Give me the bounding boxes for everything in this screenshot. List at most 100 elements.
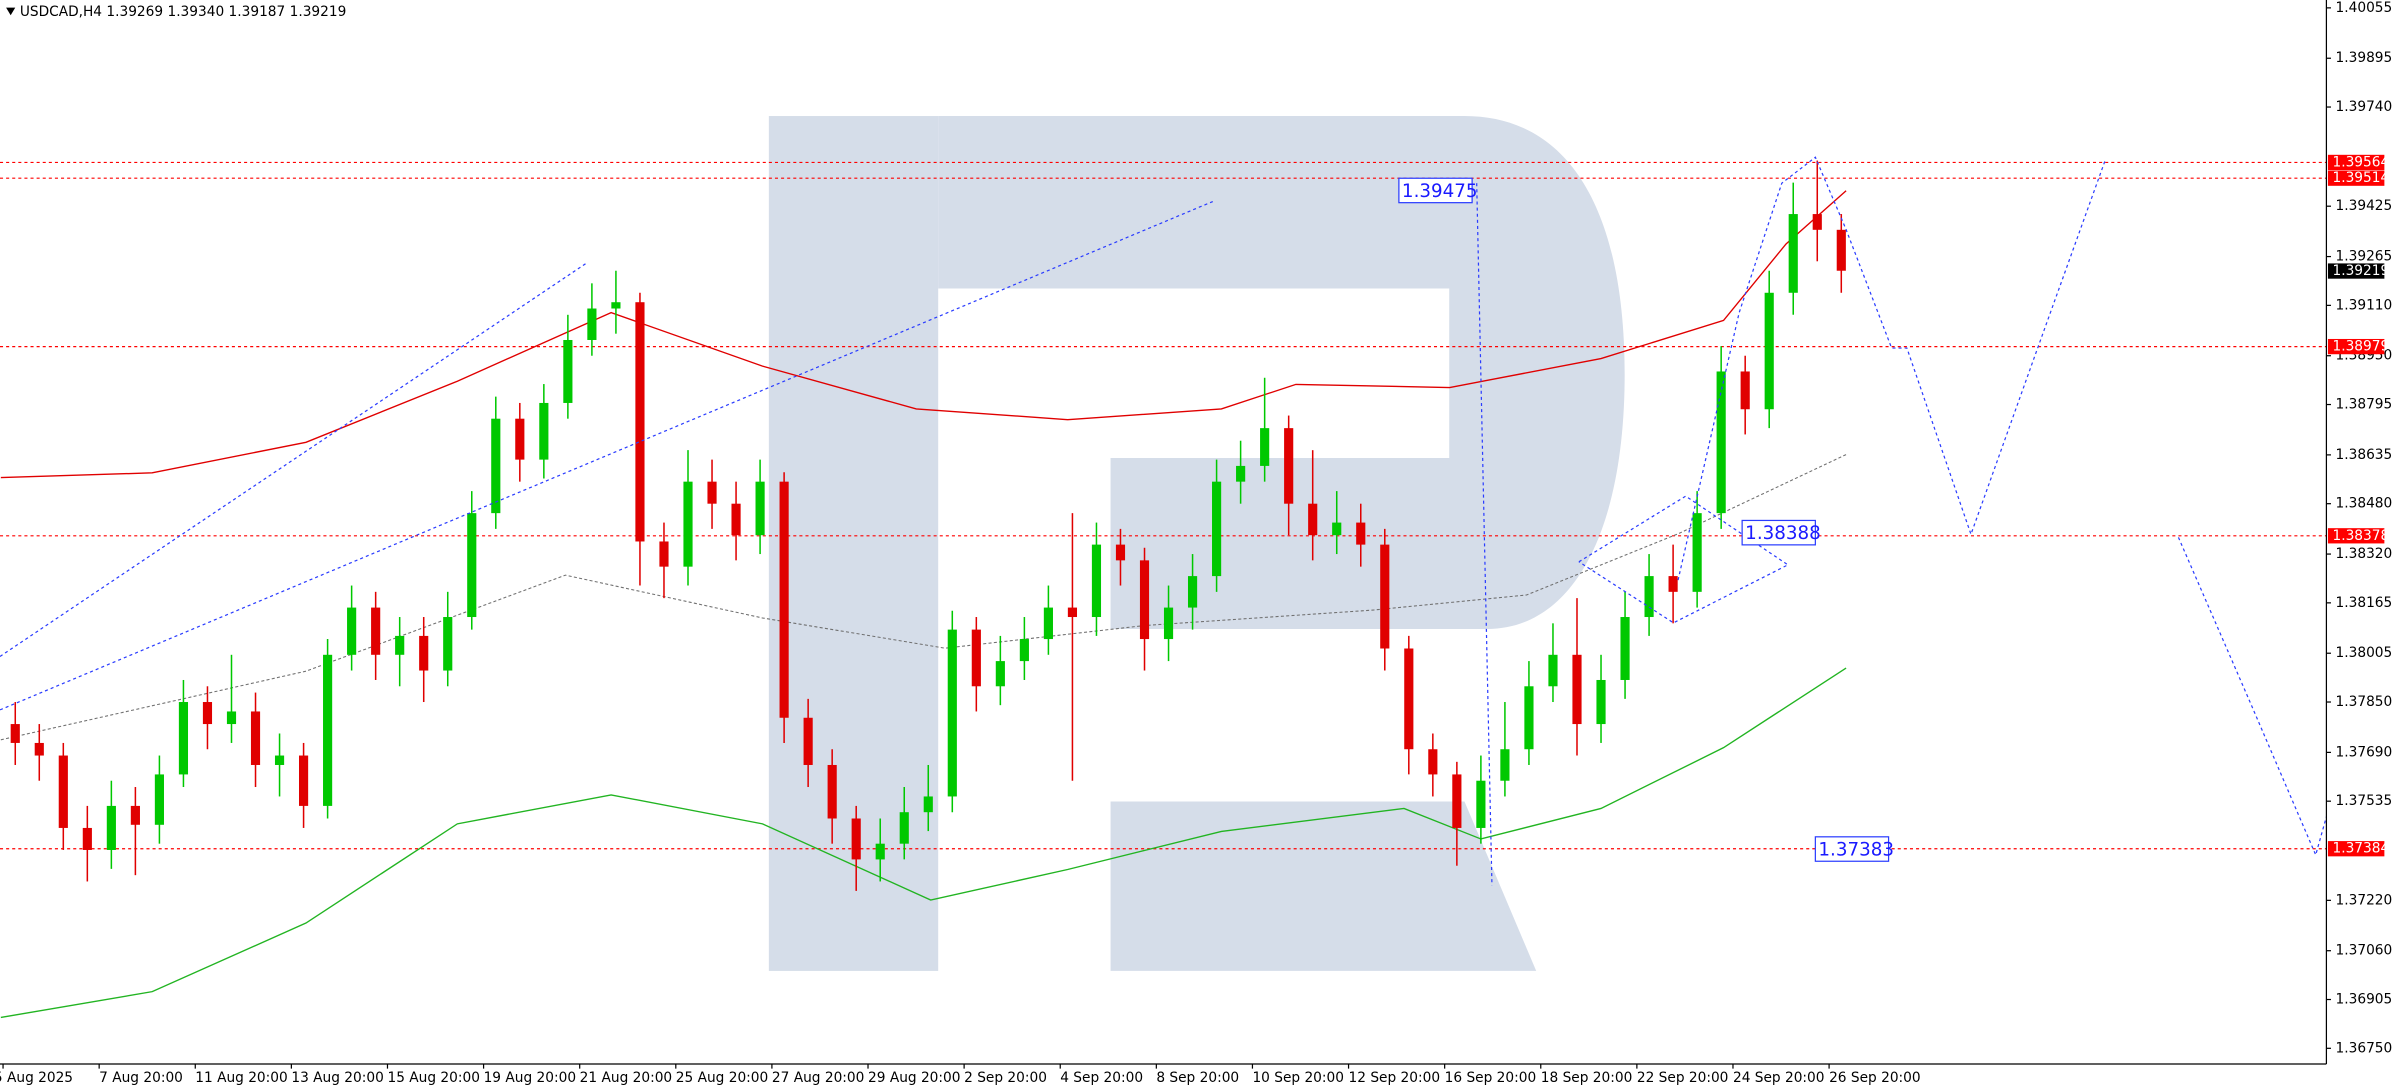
candle-body	[1836, 229, 1846, 271]
y-tick-label: 1.38635	[2336, 447, 2392, 463]
y-tick-label: 1.38005	[2336, 645, 2392, 661]
candle-body	[947, 629, 957, 797]
y-tick-label: 1.38480	[2336, 496, 2392, 512]
level-tag	[2327, 528, 2385, 544]
candle-body	[1332, 522, 1342, 536]
candle-body	[1163, 607, 1174, 640]
forecast-wave	[2177, 537, 2327, 857]
candle-body	[1500, 749, 1510, 781]
level-tag	[2327, 338, 2385, 355]
y-tick-label: 1.39895	[2336, 50, 2392, 66]
y-tick-label: 1.38795	[2336, 397, 2392, 413]
candle-body	[299, 755, 309, 806]
x-tick-label: 7 Aug 20:00	[99, 1070, 183, 1086]
candle-body	[1067, 607, 1078, 618]
candle-body	[1356, 522, 1366, 545]
x-tick-label: 5 Aug 2025	[0, 1070, 73, 1086]
x-tick-label: 18 Sep 20:00	[1541, 1070, 1633, 1086]
candle-body	[1452, 774, 1462, 828]
candle-body	[563, 339, 573, 403]
candle-body	[1139, 560, 1150, 640]
x-tick-label: 19 Aug 20:00	[484, 1070, 576, 1086]
candle-body	[1212, 481, 1222, 577]
candle-body	[178, 702, 189, 775]
moving-average	[0, 454, 1847, 741]
diamond-pattern	[1578, 495, 1790, 624]
moving-average	[0, 667, 1847, 1019]
y-tick-label: 1.36905	[2336, 992, 2392, 1008]
candle-body	[10, 724, 20, 743]
candle-body	[395, 635, 405, 655]
candle-body	[467, 513, 477, 618]
candle-body	[755, 481, 765, 536]
watermark	[768, 116, 1625, 971]
x-tick-label: 8 Sep 20:00	[1156, 1070, 1239, 1086]
y-tick-label: 1.37850	[2336, 694, 2392, 710]
candle-body	[323, 654, 333, 806]
x-tick-label: 22 Sep 20:00	[1637, 1070, 1729, 1086]
current-price-tag	[2327, 263, 2385, 279]
menu-arrow[interactable]	[6, 7, 16, 16]
candle-body	[587, 308, 597, 340]
level-tag	[2327, 170, 2385, 186]
candle-body	[130, 805, 140, 825]
x-tick-label: 2 Sep 20:00	[964, 1070, 1047, 1086]
x-tick-label: 25 Aug 20:00	[676, 1070, 768, 1086]
candle-body	[1740, 371, 1750, 410]
candle-body	[1620, 617, 1630, 680]
candle-body	[250, 711, 261, 765]
candle-body	[971, 629, 981, 687]
candle-body	[1596, 679, 1606, 725]
candle-body	[539, 402, 549, 460]
y-tick-label: 1.37535	[2336, 793, 2392, 809]
candle-body	[1404, 648, 1414, 750]
x-tick-label: 4 Sep 20:00	[1060, 1070, 1143, 1086]
x-tick-label: 10 Sep 20:00	[1252, 1070, 1344, 1086]
candle-body	[611, 302, 621, 309]
x-tick-label: 12 Sep 20:00	[1349, 1070, 1441, 1086]
plot-area	[0, 160, 2327, 1019]
level-tag	[2327, 841, 2385, 857]
candle-body	[1380, 544, 1390, 649]
candle-body	[1812, 214, 1822, 230]
candle-body	[1692, 513, 1702, 592]
candle-body	[1091, 544, 1102, 618]
watermark-bowl	[938, 116, 1625, 629]
candle-body	[1115, 544, 1126, 561]
candle-body	[371, 607, 381, 655]
candle-body	[106, 805, 116, 850]
candle-body	[491, 418, 501, 514]
candle-body	[1308, 503, 1318, 536]
level-tag	[2327, 154, 2385, 171]
candle-body	[899, 812, 909, 844]
annotation-box	[1814, 836, 1890, 862]
candle-body	[226, 711, 237, 725]
candle-body	[1236, 465, 1246, 482]
y-tick-label: 1.38165	[2336, 595, 2392, 611]
candle-body	[1043, 607, 1053, 640]
candle-body	[1572, 654, 1582, 725]
candle-body	[923, 796, 933, 813]
candle-body	[1668, 576, 1678, 592]
candle-body	[1284, 428, 1294, 504]
x-tick-label: 27 Aug 20:00	[772, 1070, 864, 1086]
candle-body	[347, 607, 357, 655]
candle-body	[82, 827, 92, 850]
y-tick-label: 1.39740	[2336, 99, 2392, 115]
x-tick-label: 21 Aug 20:00	[580, 1070, 672, 1086]
candle-body	[659, 541, 669, 567]
x-tick-label: 26 Sep 20:00	[1829, 1070, 1921, 1086]
y-tick-label: 1.38320	[2336, 546, 2392, 562]
x-tick-label: 16 Sep 20:00	[1445, 1070, 1537, 1086]
candle-body	[419, 635, 429, 671]
candle-body	[1260, 428, 1270, 466]
x-tick-label: 24 Sep 20:00	[1733, 1070, 1825, 1086]
chart-title: USDCAD,H4 1.39269 1.39340 1.39187 1.3921…	[20, 4, 347, 20]
x-tick-label: 15 Aug 20:00	[387, 1070, 479, 1086]
candle-body	[515, 418, 525, 460]
x-tick-label: 13 Aug 20:00	[291, 1070, 383, 1086]
y-tick-label: 1.37220	[2336, 892, 2392, 908]
candle-body	[827, 764, 837, 819]
candle-body	[1524, 686, 1534, 750]
